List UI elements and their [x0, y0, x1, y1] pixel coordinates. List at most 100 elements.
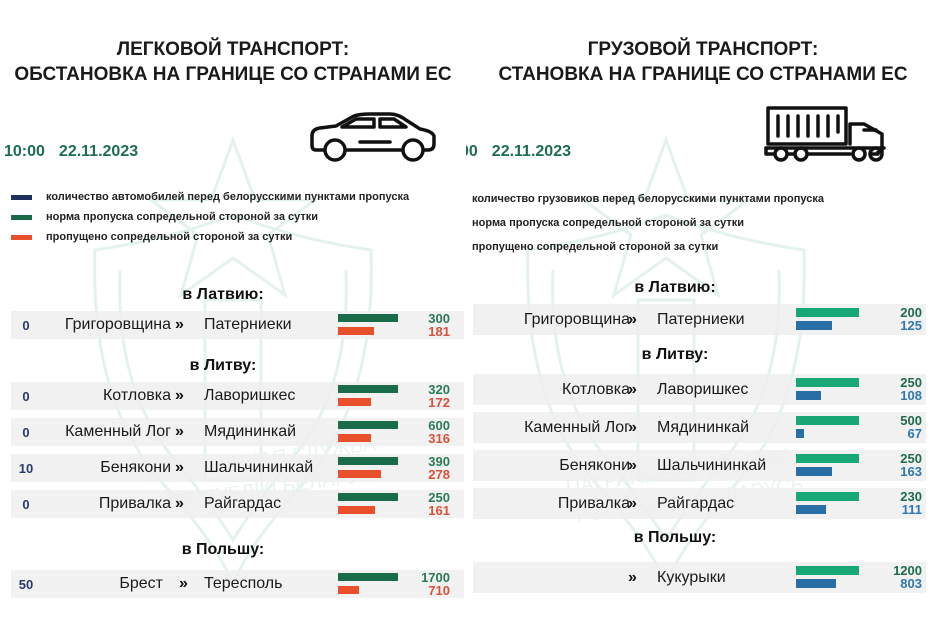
checkpoint-to: Мядининкай [204, 423, 297, 440]
bar-passed [338, 327, 374, 335]
values: 250 161 [428, 491, 450, 517]
section-poland: в Польшу: [633, 529, 717, 546]
bar-norm [796, 416, 859, 425]
queue-count: 0 [22, 388, 30, 404]
title-line-2: СТАНОВКА НА ГРАНИЦЕ СО СТРАНАМИ ЕС [498, 64, 908, 85]
values: 500 67 [900, 414, 922, 440]
date: 22.11.2023 [491, 143, 571, 160]
passed-value: 163 [900, 464, 922, 479]
checkpoint-to: Райгардас [657, 494, 735, 512]
checkpoint-to: Патерниеки [657, 310, 745, 328]
norm-value: 500 [900, 413, 922, 428]
legend-swatch [11, 234, 32, 240]
values: 600 316 [428, 419, 450, 445]
bar-norm [338, 421, 398, 429]
checkpoint-to: Райгардас [204, 495, 282, 512]
title-line-1: ЛЕГКОВОЙ ТРАНСПОРТ: [116, 39, 350, 60]
table-row: 50 Брест » Тересполь 1700 710 [11, 570, 464, 598]
passed-value: 172 [428, 395, 450, 410]
queue-count: 0 [22, 424, 30, 440]
bar-pair [796, 492, 859, 514]
bar-pair [796, 454, 859, 476]
checkpoint-to: Тересполь [204, 575, 283, 592]
queue-count: 10 [18, 460, 34, 476]
norm-value: 390 [428, 454, 450, 469]
values: 300 181 [428, 312, 450, 338]
checkpoint-from: Бенякони [100, 459, 171, 476]
bar-passed [796, 579, 836, 588]
passed-value: 161 [428, 503, 450, 518]
double-chevron-icon: » [175, 459, 184, 476]
passed-value: 316 [428, 431, 450, 446]
bar-passed [796, 391, 821, 400]
page-title: ГРУЗОВОЙ ТРАНСПОРТ: СТАНОВКА НА ГРАНИЦЕ … [466, 37, 920, 87]
bar-norm [338, 457, 398, 465]
legend-swatch [11, 194, 32, 200]
bar-passed [796, 321, 832, 330]
checkpoint-to: Мядининкай [657, 418, 750, 436]
bar-pair [796, 308, 859, 330]
section-lithuania: в Литву: [641, 346, 709, 363]
bar-norm [796, 308, 859, 317]
norm-value: 250 [900, 375, 922, 390]
truck-icon [764, 106, 886, 162]
legend-swatch [11, 214, 32, 220]
values: 320 172 [428, 383, 450, 409]
checkpoint-from: Каменный Лог [65, 423, 171, 440]
double-chevron-icon: » [179, 575, 188, 592]
legend: количество автомобилей перед белорусским… [0, 187, 409, 247]
page-title: ЛЕГКОВОЙ ТРАНСПОРТ: ОБСТАНОВКА НА ГРАНИЦ… [0, 37, 466, 87]
norm-value: 200 [900, 305, 922, 320]
queue-count: 50 [18, 576, 34, 592]
checkpoint-to: Лаворишкес [204, 387, 296, 404]
checkpoint-from: Котловка [561, 380, 630, 398]
checkpoint-to: Шальчининкай [204, 459, 314, 476]
double-chevron-icon: » [175, 387, 184, 404]
values: 200 125 [900, 306, 922, 332]
values: 230 111 [900, 490, 922, 516]
bar-passed [796, 505, 826, 514]
table-row: 10 Бенякони » Шальчининкай 390 278 [11, 454, 464, 482]
values: 390 278 [428, 455, 450, 481]
bar-norm [338, 573, 398, 581]
passed-value: 181 [428, 324, 450, 339]
double-chevron-icon: » [628, 418, 637, 436]
bar-passed [796, 429, 804, 438]
timestamp: 00 22.11.2023 [466, 143, 585, 161]
passed-value: 710 [428, 583, 450, 598]
passed-value: 111 [901, 502, 922, 517]
table-row: 0 Каменный Лог » Мядининкай 600 316 [11, 418, 464, 446]
legend-item-passed: пропущено сопредельной стороной за сутки [472, 241, 719, 253]
checkpoint-from: Григоровщина [523, 310, 630, 328]
checkpoint-from: Привалка [557, 494, 630, 512]
bar-norm [796, 378, 859, 387]
values: 1700 710 [421, 571, 450, 597]
bar-pair [796, 378, 859, 400]
legend: количество грузовиков перед белорусскими… [472, 187, 824, 259]
checkpoint-from: Привалка [98, 495, 171, 512]
table-row: Бенякони » Шальчининкай 250 163 [473, 450, 926, 481]
bar-pair [338, 573, 400, 595]
checkpoint-to: Шальчининкай [657, 456, 767, 474]
checkpoint-from: Каменный Лог [524, 418, 630, 436]
bar-norm [338, 314, 398, 322]
bar-norm [338, 493, 398, 501]
bar-norm [796, 492, 859, 501]
legend-item-queue: количество автомобилей перед белорусским… [0, 187, 409, 207]
bar-passed [796, 467, 832, 476]
table-row: 0 Григоровщина » Патерниеки 300 181 [11, 311, 464, 339]
date: 22.11.2023 [58, 143, 139, 160]
double-chevron-icon: » [628, 494, 637, 512]
double-chevron-icon: » [628, 380, 637, 398]
double-chevron-icon: » [628, 310, 637, 328]
title-line-1: ГРУЗОВОЙ ТРАНСПОРТ: [587, 39, 819, 60]
queue-count: 0 [22, 496, 30, 512]
values: 250 108 [900, 376, 922, 402]
queue-count: 0 [22, 317, 30, 333]
values: 1200 803 [893, 564, 922, 590]
values: 250 163 [900, 452, 922, 478]
bar-pair [338, 385, 400, 407]
section-latvia: в Латвию: [182, 286, 264, 303]
norm-value: 320 [428, 382, 450, 397]
bar-passed [338, 506, 375, 514]
